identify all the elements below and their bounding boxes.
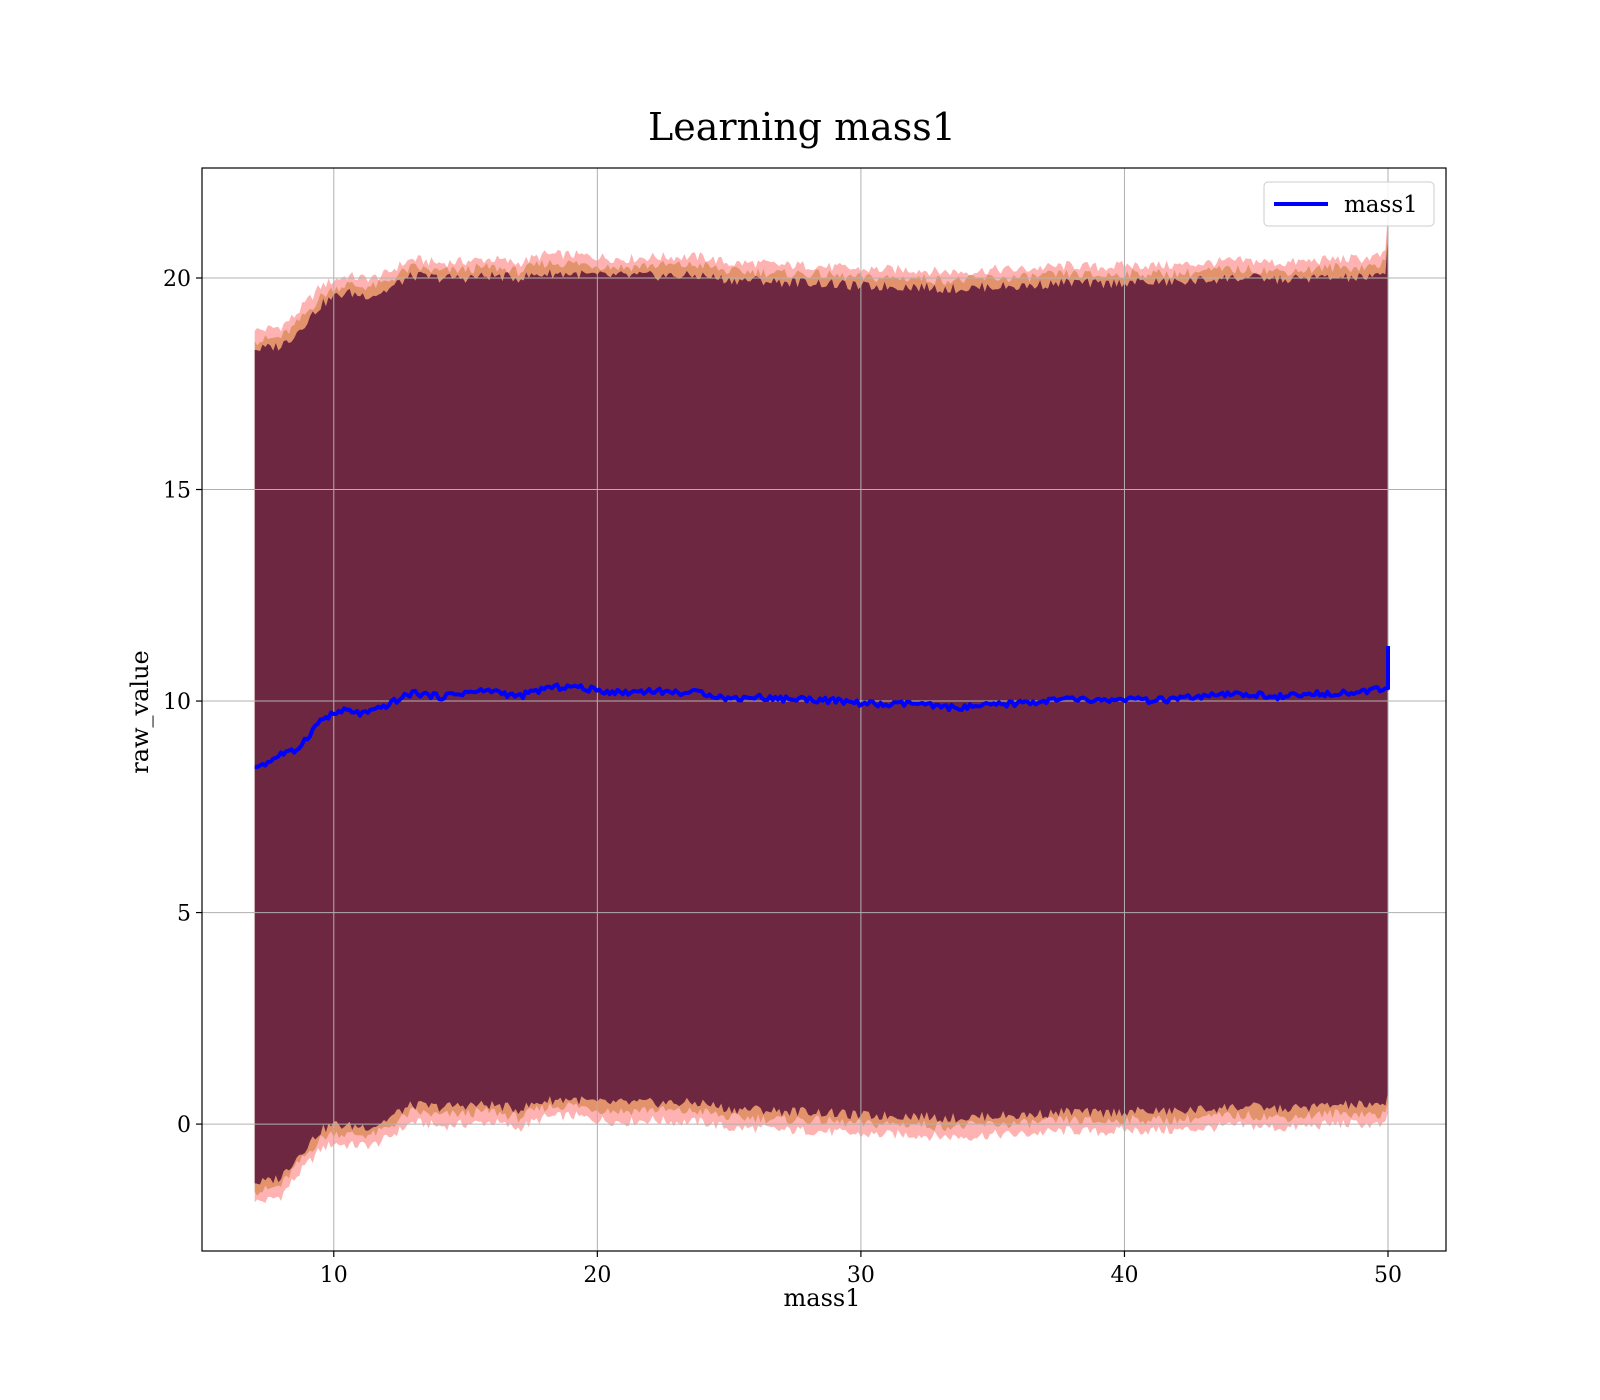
- y-tick-label: 10: [163, 690, 191, 715]
- x-axis-label: mass1: [784, 1284, 861, 1312]
- y-tick-label: 15: [163, 479, 191, 504]
- y-axis-label: raw_value: [126, 650, 154, 774]
- x-tick-label: 50: [1374, 1263, 1402, 1288]
- band-inner: [254, 235, 1389, 1185]
- plot-area: 10 20 30 40 50 0 5 10 15 20 mass1: [163, 167, 1447, 1288]
- chart-title: Learning mass1: [648, 105, 956, 149]
- x-tick-label: 10: [320, 1263, 348, 1288]
- plot-frame: [201, 167, 1447, 1252]
- x-tick-label: 30: [847, 1263, 875, 1288]
- x-tick-label: 20: [583, 1263, 611, 1288]
- y-tick-label: 0: [177, 1113, 191, 1138]
- legend-box: [1263, 181, 1435, 227]
- legend-entry: mass1: [1344, 192, 1418, 218]
- x-tick-label: 40: [1110, 1263, 1138, 1288]
- y-tick-label: 5: [177, 902, 191, 927]
- series-line-mass1: [254, 646, 1390, 769]
- y-tick-label: 20: [163, 267, 191, 292]
